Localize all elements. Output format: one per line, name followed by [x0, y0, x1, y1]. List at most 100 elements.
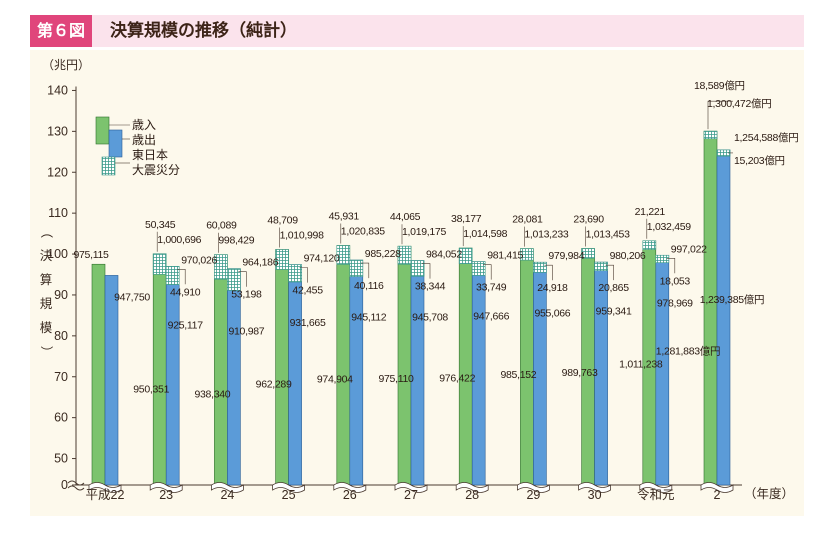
data-label-revenue-disaster: 28,081: [512, 214, 543, 226]
data-label-revenue-net: 950,351: [133, 383, 169, 395]
bar-break-wave: [333, 482, 367, 493]
leader-line: [605, 264, 614, 281]
y-axis-label-char: 模: [40, 321, 53, 335]
data-label-expenditure-disaster: 20,865: [598, 282, 629, 294]
leader-line: [707, 100, 733, 130]
data-label-revenue: 1,013,453: [586, 229, 630, 241]
data-label-expenditure: 1,254,588億円: [734, 131, 798, 144]
bar-expenditure-disaster: [349, 259, 364, 277]
y-tick-label: 70: [54, 370, 68, 384]
data-label-revenue-disaster: 18,589億円: [694, 79, 745, 92]
y-axis-label-char: ）: [39, 346, 53, 359]
y-axis-label-char: 算: [40, 272, 53, 287]
data-label-expenditure: 970,026: [181, 254, 217, 266]
y-tick-label: 90: [54, 288, 68, 302]
bar-break-wave: [272, 482, 305, 493]
bar-expenditure-disaster: [533, 261, 547, 273]
data-label-revenue-net: 938,340: [194, 388, 230, 400]
y-tick-label: 120: [47, 165, 68, 179]
bar-break-wave: [88, 482, 122, 493]
data-label-expenditure-disaster: 15,203億円: [734, 154, 785, 167]
x-tick-label: 令和元: [637, 487, 675, 502]
data-label-revenue-net: 985,152: [500, 369, 536, 381]
data-label-expenditure-disaster: 53,198: [231, 289, 262, 301]
data-label-expenditure-net: 959,341: [596, 306, 632, 318]
data-label-expenditure-disaster: 44,910: [170, 286, 201, 298]
bar-revenue-disaster: [581, 248, 595, 259]
data-label-revenue-net: 989,763: [562, 367, 598, 379]
x-tick-label: 30: [588, 488, 602, 502]
bar-break-wave: [700, 482, 734, 493]
data-label-expenditure: 974,120: [304, 253, 340, 265]
data-label-expenditure: 964,186: [242, 257, 278, 269]
leader-line: [177, 269, 186, 285]
y-tick-label: 60: [54, 411, 68, 425]
data-label-revenue-disaster: 60,089: [206, 220, 237, 232]
data-label-expenditure-net: 925,117: [168, 320, 204, 332]
leader-line: [483, 264, 492, 280]
data-label-expenditure: 985,228: [365, 248, 401, 260]
data-label-expenditure-net: 945,112: [351, 311, 387, 323]
x-tick-label: 29: [526, 488, 540, 502]
bar-expenditure: [288, 264, 302, 486]
data-label-expenditure: 979,984: [548, 250, 584, 262]
x-tick-label: 27: [404, 488, 418, 502]
leader-line: [360, 262, 370, 279]
legend-label-expenditure: 歳出: [132, 133, 156, 147]
bar-expenditure-disaster: [471, 261, 486, 276]
y-tick-label: 130: [47, 124, 68, 138]
bar-revenue-disaster: [397, 245, 412, 265]
y-tick-label: 0: [61, 478, 68, 492]
x-tick-label: 28: [465, 488, 479, 502]
data-label-revenue-net: 1,281,883億円: [656, 344, 720, 357]
bar-revenue: [152, 253, 167, 486]
x-tick-label: 25: [282, 488, 296, 502]
legend-label-revenue: 歳入: [132, 118, 156, 132]
bar-revenue: [91, 263, 106, 486]
data-label-expenditure-net: 955,066: [534, 307, 570, 319]
bar-break-wave: [517, 482, 550, 493]
y-tick-label: 80: [54, 329, 68, 343]
bar-expenditure-disaster: [594, 261, 608, 271]
data-label-revenue: 998,429: [218, 235, 254, 247]
bar-expenditure: [165, 266, 180, 486]
bar-break-wave: [149, 482, 183, 493]
figure-header: 第６図 決算規模の推移（純計）: [30, 15, 804, 47]
data-label-revenue-disaster: 45,931: [329, 211, 360, 223]
data-label-expenditure-net: 910,987: [228, 325, 264, 337]
legend-swatch-disaster: [101, 156, 116, 176]
figure-title: 決算規模の推移（純計）: [110, 21, 297, 41]
bar-break-wave: [394, 482, 428, 493]
data-label-revenue: 975,115: [73, 249, 109, 261]
data-label-revenue-disaster: 23,690: [573, 214, 604, 226]
bar-revenue: [214, 254, 228, 486]
bar-revenue: [336, 245, 351, 486]
legend-swatch-revenue: [95, 116, 110, 145]
figure-number: 第６図: [30, 15, 92, 47]
bar-revenue: [520, 248, 534, 486]
bar-break-wave: [578, 482, 611, 493]
bar-break-wave: [455, 482, 489, 493]
data-label-revenue-net: 976,422: [439, 373, 475, 385]
y-axis-label-char: （: [39, 226, 53, 239]
data-label-expenditure-disaster: 38,344: [415, 281, 446, 293]
leader-line: [238, 271, 247, 287]
legend-swatch-expenditure: [108, 129, 123, 158]
data-label-revenue-disaster: 44,065: [390, 211, 421, 223]
data-label-expenditure-disaster: 40,116: [354, 280, 384, 292]
bar-break-wave: [211, 482, 244, 493]
data-label-revenue-disaster: 50,345: [145, 219, 176, 231]
data-label-revenue-net: 974,904: [317, 373, 353, 385]
bar-revenue-disaster: [520, 248, 534, 261]
y-tick-label: 110: [48, 206, 68, 220]
data-label-revenue-net: 1,011,238: [619, 358, 663, 370]
data-label-revenue-net: 975,110: [378, 373, 414, 385]
leader-line: [544, 264, 553, 281]
bar-revenue-disaster: [275, 249, 289, 270]
data-label-revenue: 1,010,998: [280, 230, 324, 242]
bar-revenue: [275, 249, 289, 486]
legend-label-disaster-1: 東日本: [132, 148, 168, 162]
x-axis-label: （年度）: [744, 486, 794, 501]
bar-revenue-disaster: [703, 130, 718, 140]
data-label-revenue: 1,020,835: [341, 226, 385, 238]
